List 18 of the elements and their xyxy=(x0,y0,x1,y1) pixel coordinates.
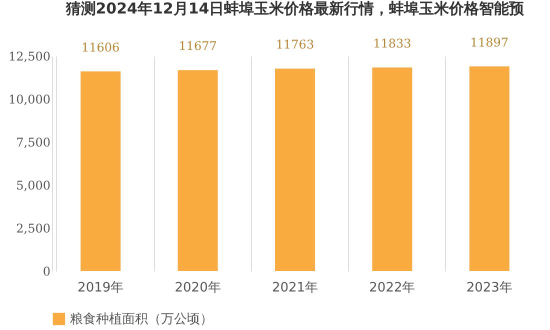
data-label: 11763 xyxy=(276,38,314,52)
x-tick-label: 2022年 xyxy=(369,280,416,296)
y-tick-label: 7,500 xyxy=(16,136,50,150)
legend-label: 粮食种植面积（万公顷） xyxy=(70,312,213,327)
x-tick-label: 2021年 xyxy=(272,280,318,296)
data-label: 11897 xyxy=(470,35,508,50)
y-tick-label: 2,500 xyxy=(16,222,50,236)
chart-title: 猜测2024年12月14日蚌埠玉米价格最新行情，蚌埠玉米价格智能预 xyxy=(64,0,526,18)
x-tick-label: 2019年 xyxy=(78,280,124,296)
y-tick-label: 5,000 xyxy=(16,178,50,192)
x-tick-label: 2020年 xyxy=(174,280,221,296)
x-tick-label: 2023年 xyxy=(466,280,512,296)
y-tick-label: 0 xyxy=(42,264,50,278)
data-label: 11833 xyxy=(373,36,412,50)
data-label: 11677 xyxy=(178,39,217,54)
y-tick-label: 10,000 xyxy=(8,92,50,106)
data-label: 11606 xyxy=(82,40,120,54)
y-tick-label: 12,500 xyxy=(8,50,50,64)
